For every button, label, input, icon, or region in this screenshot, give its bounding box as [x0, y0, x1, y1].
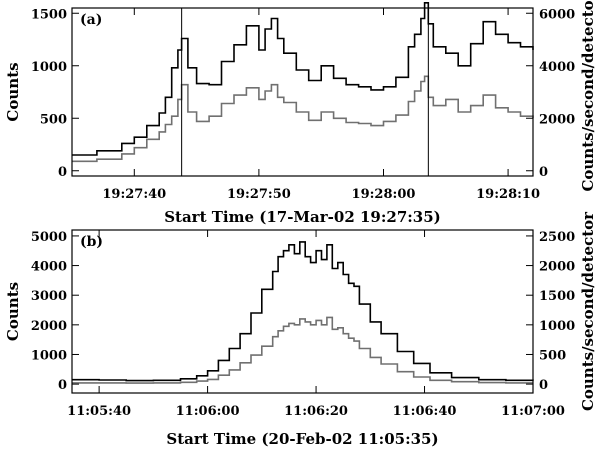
y-right-tick-label: 2500 — [539, 230, 575, 245]
x-tick-label: 19:27:50 — [227, 187, 291, 202]
x-tick-label: 19:28:00 — [352, 187, 416, 202]
series-line-1 — [72, 241, 534, 382]
y-right-tick-label: 2000 — [539, 260, 575, 275]
y-right-tick-label: 4000 — [539, 60, 575, 75]
x-tick-label: 11:06:40 — [393, 404, 457, 419]
y-tick-label: 2000 — [31, 319, 67, 334]
x-axis-label: Start Time (20-Feb-02 11:05:35) — [166, 430, 438, 448]
y-tick-label: 4000 — [31, 260, 67, 275]
y-right-tick-label: 2000 — [539, 112, 575, 127]
plot-frame — [71, 7, 534, 177]
y-right-tick-label: 0 — [539, 165, 548, 180]
x-tick-label: 11:06:20 — [284, 404, 348, 419]
x-tick-label: 19:27:40 — [102, 187, 166, 202]
y-right-tick-label: 6000 — [539, 7, 575, 22]
x-tick-label: 11:06:00 — [176, 404, 240, 419]
x-axis-label: Start Time (17-Mar-02 19:27:35) — [164, 208, 441, 226]
panel-label: (a) — [80, 12, 102, 28]
y-axis-label-right: Counts/second/detector — [579, 211, 597, 411]
y-tick-label: 3000 — [31, 289, 67, 304]
y-right-tick-label: 0 — [539, 378, 548, 393]
y-right-tick-label: 1500 — [539, 289, 575, 304]
x-tick-label: 19:28:10 — [476, 187, 540, 202]
y-axis-label: Counts — [4, 282, 22, 341]
y-axis-label-right: Counts/second/detector — [579, 0, 597, 192]
y-tick-label: 5000 — [31, 230, 67, 245]
y-right-tick-label: 1000 — [539, 319, 575, 334]
y-axis-label: Counts — [4, 62, 22, 121]
y-tick-label: 1000 — [31, 60, 67, 75]
plot-frame — [71, 229, 534, 394]
panel-label: (b) — [80, 234, 103, 250]
y-right-tick-label: 500 — [539, 348, 566, 363]
y-tick-label: 500 — [40, 112, 67, 127]
y-tick-label: 0 — [58, 378, 67, 393]
series-line-2 — [72, 316, 533, 384]
y-tick-label: 1000 — [31, 348, 67, 363]
series-line-2 — [72, 75, 534, 163]
x-tick-label: 11:05:40 — [67, 404, 131, 419]
y-tick-label: 0 — [58, 165, 67, 180]
y-tick-label: 1500 — [31, 7, 67, 22]
x-tick-label: 11:07:00 — [501, 404, 565, 419]
series-line-1 — [72, 1, 534, 156]
